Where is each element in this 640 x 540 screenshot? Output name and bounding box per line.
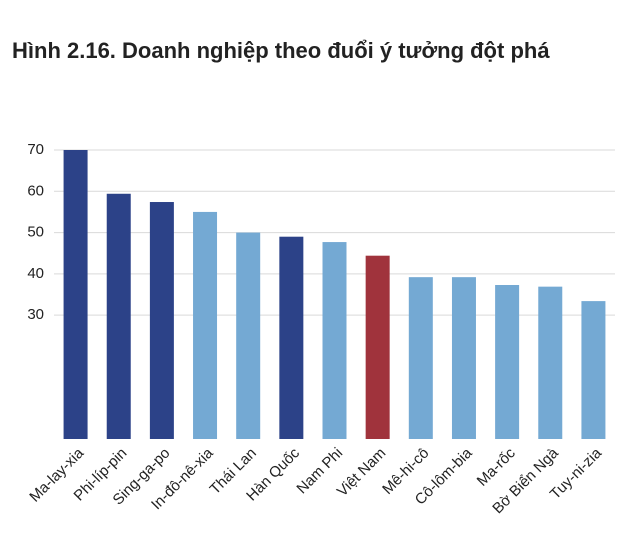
bar — [279, 236, 304, 439]
bar — [495, 285, 520, 439]
bar — [408, 277, 433, 439]
y-tick-label: 40 — [27, 265, 44, 282]
bar — [193, 211, 218, 439]
bar — [236, 232, 261, 439]
chart-title: Hình 2.16. Doanh nghiệp theo đuổi ý tưởn… — [12, 38, 550, 63]
bar — [149, 202, 174, 439]
y-tick-label: 50 — [27, 224, 44, 241]
bar — [63, 150, 88, 439]
y-tick-label: 30 — [27, 306, 44, 323]
y-tick-label: 60 — [27, 182, 44, 199]
bar — [322, 242, 347, 439]
bar — [365, 255, 390, 439]
bar — [581, 301, 606, 439]
bar — [451, 277, 476, 439]
bar — [538, 286, 563, 439]
y-tick-label: 70 — [27, 141, 44, 158]
bar — [106, 193, 131, 439]
